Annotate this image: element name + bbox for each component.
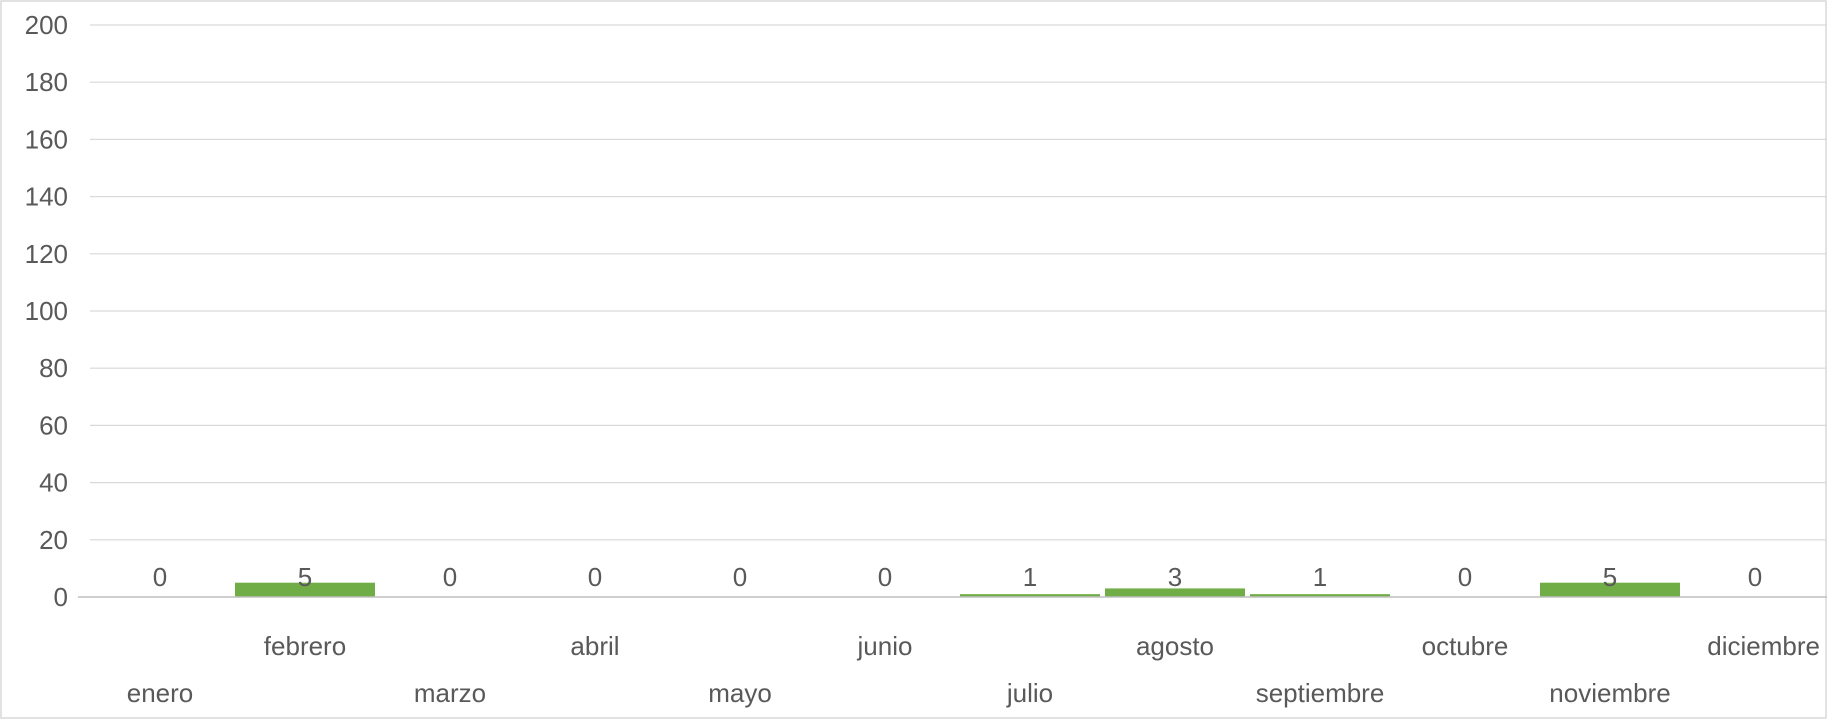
category-label: enero: [127, 678, 194, 708]
data-label: 0: [153, 562, 167, 592]
category-label: abril: [570, 631, 619, 661]
category-label: agosto: [1136, 631, 1214, 661]
category-label: octubre: [1422, 631, 1509, 661]
bar: [960, 594, 1100, 597]
data-label: 5: [298, 562, 312, 592]
y-tick-label: 100: [25, 296, 68, 326]
bars: [235, 582, 1680, 597]
data-label: 3: [1168, 562, 1182, 592]
y-tick-label: 160: [25, 124, 68, 154]
category-labels: enero febrero marzo abril mayo junio julio agos…: [127, 631, 1820, 708]
bar: [1250, 594, 1390, 597]
y-tick-label: 0: [54, 582, 68, 612]
y-tick-label: 120: [25, 239, 68, 269]
data-label: 5: [1603, 562, 1617, 592]
category-label: julio: [1006, 678, 1053, 708]
data-label: 1: [1023, 562, 1037, 592]
y-tick-label: 80: [39, 353, 68, 383]
data-label: 0: [443, 562, 457, 592]
category-label: diciembre: [1707, 631, 1820, 661]
data-label: 1: [1313, 562, 1327, 592]
gridlines: [90, 24, 1827, 541]
y-tick-label: 20: [39, 525, 68, 555]
data-label: 0: [733, 562, 747, 592]
bar: [235, 582, 375, 597]
y-tick-label: 60: [39, 410, 68, 440]
y-tick-label: 140: [25, 182, 68, 212]
y-axis-ticks: 0 20 40 60 80 100 120 140 160 180 200: [25, 10, 68, 612]
y-tick-label: 40: [39, 468, 68, 498]
y-tick-label: 200: [25, 10, 68, 40]
bar: [1540, 582, 1680, 597]
category-label: junio: [857, 631, 913, 661]
bar: [1105, 588, 1245, 597]
data-label: 0: [1458, 562, 1472, 592]
data-label: 0: [588, 562, 602, 592]
category-label: mayo: [708, 678, 772, 708]
category-label: febrero: [264, 631, 346, 661]
data-label: 0: [878, 562, 892, 592]
category-label: noviembre: [1549, 678, 1670, 708]
y-tick-label: 180: [25, 67, 68, 97]
category-label: marzo: [414, 678, 486, 708]
category-label: septiembre: [1256, 678, 1385, 708]
data-label: 0: [1748, 562, 1762, 592]
